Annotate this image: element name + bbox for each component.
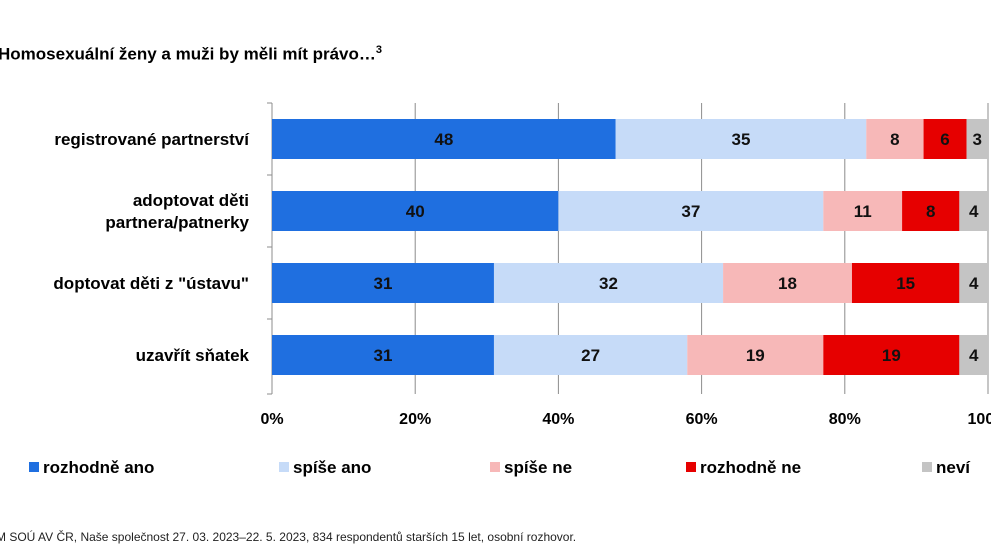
data-label: 37 xyxy=(681,202,700,221)
data-label: 15 xyxy=(896,274,915,293)
legend-label: spíše ne xyxy=(504,458,572,477)
data-label: 4 xyxy=(969,346,979,365)
legend-label: rozhodně ne xyxy=(700,458,801,477)
bar-segment xyxy=(272,119,616,159)
category-label: registrované partnerství xyxy=(54,130,250,149)
data-label: 31 xyxy=(374,274,393,293)
legend-swatch xyxy=(922,462,932,472)
legend-swatch xyxy=(490,462,500,472)
bar-segment xyxy=(866,119,924,159)
data-label: 40 xyxy=(406,202,425,221)
legend-swatch xyxy=(29,462,39,472)
bar-segment xyxy=(959,263,988,303)
category-label: partnera/patnerky xyxy=(105,213,249,232)
x-tick-label: 80% xyxy=(829,411,861,428)
bar-segment xyxy=(615,119,867,159)
bar-segment xyxy=(493,263,724,303)
data-label: 27 xyxy=(581,346,600,365)
title-footnote: 3 xyxy=(375,44,383,56)
bar-segment xyxy=(966,119,988,159)
data-label: 32 xyxy=(599,274,618,293)
x-tick-label: 0% xyxy=(260,411,283,428)
legend-label: rozhodně ano xyxy=(43,458,154,477)
source-note: M SOÚ AV ČR, Naše společnost 27. 03. 202… xyxy=(0,530,577,544)
legend-swatch xyxy=(279,462,289,472)
bar-segment xyxy=(902,191,960,231)
legend-label: neví xyxy=(936,458,971,477)
x-tick-label: 20% xyxy=(399,411,431,428)
data-label: 19 xyxy=(882,346,901,365)
bar-segment xyxy=(851,263,960,303)
data-label: 4 xyxy=(969,202,979,221)
x-tick-label: 100% xyxy=(968,411,991,428)
bar-segment xyxy=(272,335,494,375)
bar-segment xyxy=(558,191,824,231)
data-label: 8 xyxy=(890,130,899,149)
chart-title-text: Homosexuální ženy a muži by měli mít prá… xyxy=(0,44,376,64)
data-label: 3 xyxy=(973,130,982,149)
data-label: 6 xyxy=(940,130,949,149)
data-label: 8 xyxy=(926,202,935,221)
chart-title: Homosexuální ženy a muži by měli mít prá… xyxy=(0,44,382,65)
data-label: 11 xyxy=(854,202,872,221)
x-tick-label: 40% xyxy=(542,411,574,428)
bar-segment xyxy=(493,335,688,375)
bar-segment xyxy=(687,335,824,375)
bar-segment xyxy=(823,335,960,375)
bar-segment xyxy=(923,119,967,159)
data-label: 35 xyxy=(732,130,751,149)
bar-segment xyxy=(272,263,494,303)
data-label: 19 xyxy=(746,346,765,365)
bar-segment xyxy=(823,191,903,231)
legend-swatch xyxy=(686,462,696,472)
bar-segment xyxy=(959,191,988,231)
bar-segment xyxy=(959,335,988,375)
category-label: adoptovat děti xyxy=(133,191,249,210)
bar-segment xyxy=(272,191,559,231)
data-label: 4 xyxy=(969,274,979,293)
category-label: doptovat děti z "ústavu" xyxy=(53,274,249,293)
data-label: 18 xyxy=(778,274,797,293)
category-label: uzavřít sňatek xyxy=(136,346,250,365)
data-label: 31 xyxy=(374,346,393,365)
legend-label: spíše ano xyxy=(293,458,371,477)
data-label: 48 xyxy=(434,130,453,149)
bar-segment xyxy=(723,263,852,303)
x-tick-label: 60% xyxy=(686,411,718,428)
